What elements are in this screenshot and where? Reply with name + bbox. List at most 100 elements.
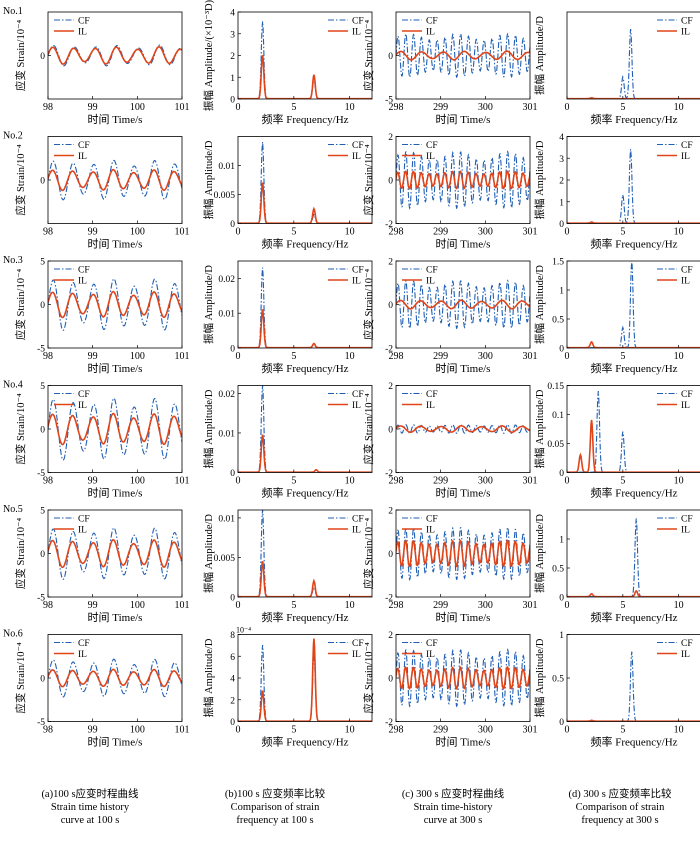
y-tick-label: 0 (559, 469, 564, 479)
subplot-5a: 98 99 100 101 -5 0 5 时间 Time/s 应变 Strain/10⁻⁴ CFI… (14, 507, 190, 625)
x-axis-label: 频率 Frequency/Hz (590, 361, 677, 375)
y-tick-label: 3 (230, 30, 235, 40)
y-tick-label: 2 (388, 133, 393, 143)
subplot-3d: 0 5 10 0 0.5 1 1.5 频率 Frequency/Hz 振幅 Amplitude/… (533, 258, 700, 375)
y-tick-label: 1 (559, 198, 564, 208)
subplot-3c: 298 299 300 301 -2 0 2 时间 Time/s 应变 Strain/10⁻⁴ C… (362, 258, 538, 376)
legend-label-CF: CF (78, 17, 90, 27)
x-tick-label: 5 (291, 476, 296, 487)
x-tick-label: 300 (478, 227, 493, 238)
y-axis-label: 应变 Strain/10⁻⁴ (14, 268, 27, 340)
x-tick-label: 301 (523, 351, 538, 362)
row-label: No.5 (3, 504, 23, 515)
legend-label-IL: IL (352, 526, 361, 536)
y-tick-label: 0 (388, 426, 393, 436)
x-tick-label: 5 (620, 102, 625, 113)
x-axis-label: 时间 Time/s (88, 487, 143, 500)
legend-label-CF: CF (352, 515, 364, 525)
y-tick-label: 4 (230, 9, 235, 19)
y-tick-label: 1 (559, 287, 564, 297)
y-tick-label: -5 (37, 718, 45, 728)
caption-a: (a)100 s应变时程曲线 Strain time history curve… (10, 788, 170, 827)
x-axis-label: 频率 Frequency/Hz (261, 610, 348, 624)
series-IL-line (396, 665, 530, 691)
x-tick-label: 5 (291, 227, 296, 238)
subplot-2c: 298 299 300 301 -2 0 2 时间 Time/s 应变 Strain/10⁻⁴ C… (362, 133, 538, 251)
axes-frame (566, 509, 700, 598)
x-tick-label: 298 (389, 725, 404, 736)
x-tick-label: 98 (43, 600, 53, 611)
y-tick-label: 2 (230, 696, 235, 706)
x-tick-label: 301 (523, 600, 538, 611)
y-tick-label: 0 (230, 220, 235, 230)
y-tick-label: 0 (40, 177, 45, 187)
y-axis-label: 振幅 Amplitude/D (202, 140, 215, 219)
legend-label-IL: IL (78, 526, 87, 536)
y-tick-label: 0 (388, 177, 393, 187)
legend-label-CF: CF (681, 515, 693, 525)
legend-label-IL: IL (78, 650, 87, 660)
x-tick-label: 0 (236, 476, 241, 487)
y-tick-label: 0.1 (552, 411, 564, 421)
series-IL-line (238, 55, 372, 99)
legend-label-CF: CF (352, 17, 364, 27)
x-tick-label: 0 (236, 600, 241, 611)
y-tick-label: 1 (230, 74, 235, 84)
y-axis-label: 振幅 Amplitude/D (202, 638, 215, 717)
x-axis-label: 时间 Time/s (88, 611, 143, 624)
x-tick-label: 5 (291, 102, 296, 113)
y-tick-label: 0 (40, 301, 45, 311)
subplot-2d: 0 5 10 0 1 2 3 4 频率 Frequency/Hz 振幅 Amplitude/D CF… (533, 133, 700, 251)
axes-frame (566, 385, 700, 473)
axes-frame (237, 260, 373, 349)
legend-label-IL: IL (426, 526, 435, 536)
y-tick-label: 0 (230, 345, 235, 355)
x-tick-label: 100 (130, 600, 145, 611)
x-tick-label: 298 (389, 476, 404, 487)
series-CF-line (567, 29, 700, 99)
x-axis-label: 频率 Frequency/Hz (590, 735, 677, 749)
x-tick-label: 299 (433, 725, 448, 736)
x-tick-label: 100 (130, 476, 145, 487)
row-label: No.3 (3, 255, 23, 266)
x-tick-label: 100 (130, 227, 145, 238)
y-axis-label: 振幅 Amplitude/D (533, 389, 546, 468)
y-tick-label: 0 (388, 550, 393, 560)
y-axis-label: 振幅 Amplitude/D (533, 514, 546, 593)
x-tick-label: 98 (43, 102, 53, 113)
x-tick-label: 301 (523, 102, 538, 113)
x-tick-label: 10 (674, 600, 684, 611)
y-axis-label: 应变 Strain/10⁻⁴ (362, 393, 375, 465)
x-tick-label: 101 (175, 600, 190, 611)
x-tick-label: 99 (88, 351, 98, 362)
y-axis-label: 应变 Strain/10⁻⁴ (14, 642, 27, 714)
subplot-4c: 298 299 300 301 -2 0 2 时间 Time/s 应变 Strain/10⁻⁴ C… (362, 382, 538, 500)
y-tick-label: 0 (559, 345, 564, 355)
x-axis-label: 时间 Time/s (88, 362, 143, 375)
legend-label-CF: CF (426, 17, 438, 27)
x-tick-label: 298 (389, 102, 404, 113)
y-axis-label: 振幅 Amplitude/D (202, 389, 215, 468)
caption-d-line2: Comparison of strain (575, 802, 665, 813)
x-tick-label: 10 (345, 600, 355, 611)
y-axis-label: 振幅 Amplitude/(×10⁻³D) (202, 0, 215, 111)
legend-label-CF: CF (78, 639, 90, 649)
series-IL-line (48, 290, 182, 319)
legend-label-CF: CF (78, 390, 90, 400)
x-tick-label: 10 (345, 476, 355, 487)
x-tick-label: 301 (523, 725, 538, 736)
legend-label-CF: CF (681, 17, 693, 27)
series-CF-line (396, 279, 530, 331)
y-axis-label: 振幅 Amplitude/D (202, 265, 215, 344)
x-axis-label: 时间 Time/s (436, 362, 491, 375)
series-CF-line (396, 150, 530, 210)
legend-label-CF: CF (426, 266, 438, 276)
x-tick-label: 0 (565, 351, 570, 362)
y-tick-label: 0.01 (218, 310, 235, 320)
x-axis-label: 时间 Time/s (436, 487, 491, 500)
axes-frame (566, 11, 700, 100)
legend-label-IL: IL (681, 277, 690, 287)
